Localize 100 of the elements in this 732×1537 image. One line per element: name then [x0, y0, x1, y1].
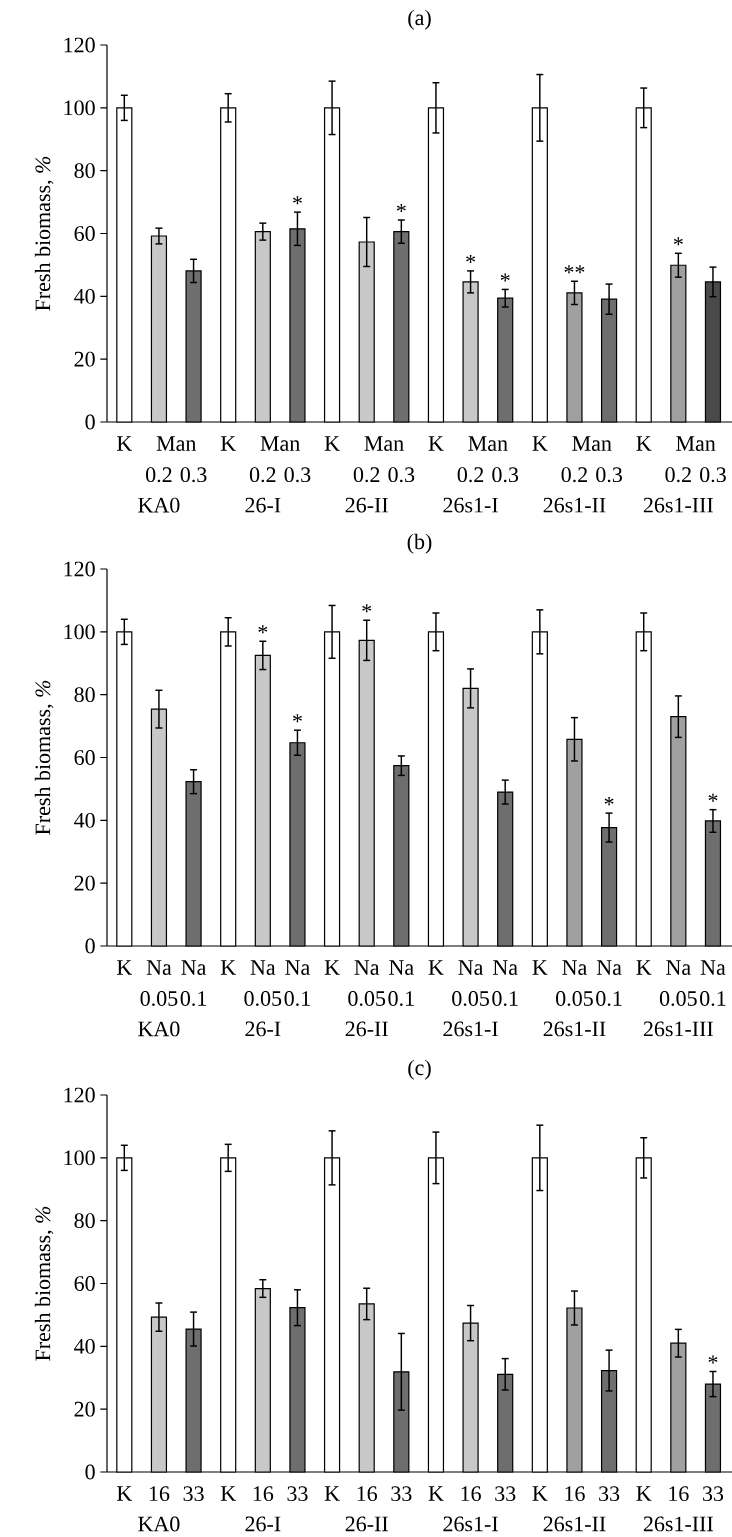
x-tick-label: 0.3 [284, 467, 311, 483]
x-tick-label: K [324, 960, 340, 975]
x-tick-label: 0.3 [388, 467, 415, 483]
x-tick-label: K [117, 436, 133, 451]
data-label: * [500, 273, 510, 282]
y-tick-label: 120 [64, 561, 95, 577]
x-tick-label: 0.2 [665, 467, 691, 483]
x-tick-label: Na 0.1 [284, 960, 310, 1006]
x-tick-label: K [428, 436, 444, 451]
x-tick-label: 33 [183, 1486, 204, 1502]
text: Man [468, 436, 508, 451]
x-tick-label: Na 0.1 [180, 960, 207, 1006]
text: Man [260, 436, 300, 451]
y-tick-label: 120 [64, 1087, 95, 1103]
x-tick-label: K [428, 1486, 444, 1501]
y-axis-title: Fresh biomass, % [34, 156, 54, 311]
data-label: * [466, 254, 476, 263]
text: 26s1-II [543, 1021, 606, 1037]
x-tick-label: 33 [391, 1486, 412, 1502]
text: 26-I [245, 1516, 281, 1532]
x-tick-label: K [220, 960, 236, 975]
data-label: * [396, 203, 406, 213]
text: 26s1-III [643, 1021, 713, 1037]
y-tick-label: 80 [74, 687, 95, 703]
x-tick-label: Na 0.1 [700, 960, 726, 1006]
text: 26s1-II [543, 1516, 606, 1532]
x-tick-label: K [636, 436, 652, 451]
text: Man [156, 436, 197, 451]
data-label: * [293, 196, 302, 205]
text: 26-II [345, 497, 388, 513]
text: 26s1-II [543, 497, 606, 513]
y-tick-label: 20 [74, 351, 95, 367]
x-tick-label: K [532, 960, 548, 975]
x-tick-label: 33 [495, 1486, 516, 1502]
x-tick-label: K [117, 960, 133, 975]
x-tick-label: 16 [461, 1486, 481, 1502]
chart-title: (a) [408, 9, 431, 30]
text: 26s1-I [443, 497, 498, 513]
text: 26-I [245, 1021, 281, 1037]
x-tick-label: 33 [287, 1486, 308, 1502]
y-tick-label: 40 [74, 1338, 95, 1354]
x-tick-label: 0.3 [596, 467, 622, 483]
x-tick-label: K [117, 1486, 133, 1501]
x-tick-label: 0.3 [492, 467, 519, 483]
y-axis-title: Fresh biomass, % [34, 680, 54, 835]
text: 26-II [345, 1516, 388, 1532]
x-tick-label: K [636, 1486, 652, 1501]
x-tick-label: Na 0.05 [244, 960, 282, 1006]
text: Man [572, 436, 612, 451]
y-tick-label: 120 [64, 37, 95, 53]
x-tick-label: Na 0.1 [596, 960, 622, 1006]
x-tick-label: Na 0.1 [388, 960, 414, 1006]
y-tick-label: 100 [64, 624, 95, 640]
x-tick-label: Na 0.1 [492, 960, 518, 1006]
x-tick-label: Na 0.05 [556, 960, 593, 1006]
data-label: ** [564, 265, 585, 274]
x-tick-label: K [532, 436, 548, 451]
y-tick-label: 60 [74, 226, 95, 241]
x-tick-label: 16 [565, 1486, 585, 1502]
x-tick-label: Na 0.05 [140, 960, 178, 1006]
x-tick-label: 33 [599, 1486, 620, 1502]
data-label: * [708, 1355, 718, 1364]
y-tick-label: 0 [85, 1464, 95, 1480]
text: 26s1-I [443, 1516, 498, 1532]
y-tick-label: 60 [74, 750, 95, 765]
x-tick-label: 0.2 [353, 467, 380, 483]
data-label: * [293, 714, 302, 723]
x-tick-label: 16 [253, 1486, 274, 1502]
x-tick-label: K [532, 1486, 548, 1501]
text: KA0 [138, 1021, 180, 1037]
y-tick-label: 40 [74, 812, 95, 828]
x-tick-label: 0.2 [561, 467, 587, 483]
x-tick-label: 0.2 [457, 467, 484, 483]
x-tick-label: 0.2 [249, 467, 276, 483]
x-tick-label: 16 [357, 1486, 378, 1502]
text: KA0 [138, 497, 180, 513]
x-tick-label: K [324, 1486, 340, 1501]
y-tick-label: 0 [85, 938, 95, 954]
x-tick-label: 33 [703, 1486, 724, 1502]
text: 26-I [245, 497, 281, 513]
x-tick-label: 16 [149, 1486, 170, 1502]
y-tick-label: 20 [74, 875, 95, 891]
data-label: * [604, 797, 614, 806]
text: 26s1-I [443, 1021, 498, 1037]
x-tick-label: K [636, 960, 652, 975]
y-tick-label: 20 [74, 1401, 95, 1417]
x-tick-label: K [324, 436, 340, 451]
x-tick-label: 0.3 [700, 467, 726, 483]
x-tick-label: K [428, 960, 444, 975]
x-tick-label: 0.2 [146, 467, 172, 483]
y-tick-label: 100 [64, 100, 95, 116]
y-axis-title: Fresh biomass, % [34, 1206, 54, 1361]
text: 26s1-III [643, 1516, 713, 1532]
data-label: * [708, 793, 718, 802]
text: 26-II [345, 1021, 388, 1037]
data-label: * [362, 604, 372, 613]
chart-title: (c) [408, 1059, 431, 1080]
text: 26s1-III [643, 497, 713, 513]
x-tick-label: K [220, 436, 236, 451]
text: Man [364, 436, 404, 451]
